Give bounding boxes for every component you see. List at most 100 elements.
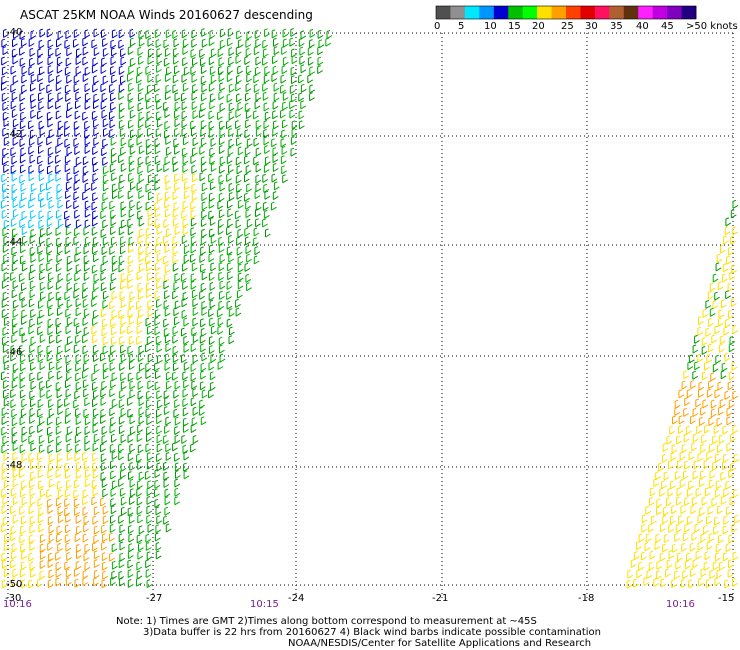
wind-barb — [21, 235, 28, 245]
wind-barb — [165, 452, 172, 461]
wind-barb — [164, 199, 170, 209]
wind-barb — [29, 129, 36, 139]
wind-barb — [102, 488, 109, 498]
wind-barb — [102, 345, 109, 355]
wind-barb — [245, 83, 252, 93]
wind-barb — [118, 190, 124, 199]
wind-barb — [84, 543, 91, 553]
wind-barb — [709, 570, 716, 579]
wind-barb — [82, 317, 89, 326]
wind-barb — [691, 442, 698, 452]
wind-barb — [93, 75, 99, 85]
wind-barb — [679, 451, 686, 461]
wind-barb — [201, 271, 208, 281]
wind-barb — [145, 559, 151, 569]
wind-barb — [201, 389, 208, 399]
wind-barb — [75, 298, 82, 308]
wind-barb — [21, 550, 27, 560]
wind-barb — [64, 534, 71, 544]
wind-barb — [733, 489, 739, 498]
wind-barb — [704, 551, 711, 561]
wind-barb — [109, 524, 116, 533]
wind-barb — [218, 244, 225, 253]
wind-barb — [110, 101, 116, 111]
wind-barb — [101, 147, 107, 157]
wind-barb — [1, 471, 8, 480]
wind-barb — [110, 460, 116, 470]
wind-barb — [668, 460, 674, 470]
wind-barb — [92, 442, 99, 452]
wind-barb — [172, 345, 179, 355]
wind-barb — [92, 210, 98, 220]
wind-barb — [75, 307, 82, 317]
wind-barb — [727, 569, 734, 578]
wind-barb — [721, 273, 728, 283]
wind-barb — [138, 30, 145, 40]
wind-barb — [47, 165, 53, 175]
wind-barb — [20, 244, 26, 254]
wind-barb — [93, 433, 100, 443]
wind-barb — [82, 577, 89, 586]
wind-barb — [190, 372, 197, 382]
wind-barb — [715, 354, 722, 364]
wind-barb — [718, 343, 725, 353]
wind-barb — [118, 399, 125, 409]
wind-barb — [136, 66, 143, 76]
wind-barb — [704, 487, 711, 497]
wind-barb — [19, 379, 26, 389]
wind-barb — [676, 460, 683, 470]
wind-barb — [39, 543, 46, 553]
wind-barb — [172, 254, 179, 264]
wind-barb — [145, 119, 152, 129]
wind-barb — [245, 245, 252, 255]
wind-barb — [100, 453, 107, 463]
wind-barb — [190, 280, 197, 290]
wind-barb — [155, 335, 162, 345]
wind-barb — [182, 371, 189, 381]
wind-barb — [3, 235, 10, 245]
wind-barb — [307, 74, 314, 84]
colorbar-swatch — [667, 6, 682, 19]
wind-barb — [183, 462, 189, 472]
wind-barb — [12, 363, 19, 373]
wind-barb — [10, 505, 16, 515]
wind-barb — [711, 497, 718, 507]
wind-barb — [227, 147, 234, 156]
wind-barb — [255, 208, 261, 218]
wind-barb — [109, 388, 116, 398]
wind-barb — [92, 173, 99, 183]
wind-barb — [91, 372, 98, 382]
wind-barb — [127, 372, 134, 382]
wind-barb — [82, 496, 88, 506]
wind-barb — [217, 325, 224, 335]
wind-barb — [19, 345, 25, 354]
wind-barb — [228, 102, 235, 112]
wind-barb — [127, 345, 134, 355]
wind-barb — [1, 280, 8, 289]
wind-barb — [208, 361, 215, 371]
wind-barb — [64, 343, 71, 353]
wind-barb — [731, 523, 738, 533]
wind-barb — [662, 506, 669, 516]
wind-barb — [118, 110, 125, 120]
wind-barb — [137, 102, 144, 112]
wind-barb — [82, 191, 88, 201]
colorbar-label: 40 — [636, 21, 649, 32]
wind-barb — [264, 145, 270, 155]
wind-barb — [103, 290, 109, 300]
wind-barb — [47, 210, 54, 220]
wind-barb — [84, 442, 91, 452]
wind-barb — [120, 236, 126, 246]
wind-barb — [1, 444, 8, 454]
wind-barb — [129, 443, 136, 453]
wind-barb — [226, 173, 232, 183]
wind-barb — [697, 541, 704, 551]
wind-barb — [120, 48, 126, 58]
wind-barb — [30, 471, 36, 481]
wind-barb — [56, 56, 63, 66]
wind-barb — [154, 532, 161, 542]
wind-barb — [709, 470, 716, 479]
wind-barb — [228, 183, 235, 192]
wind-barb — [102, 219, 109, 229]
wind-barb — [138, 525, 145, 535]
